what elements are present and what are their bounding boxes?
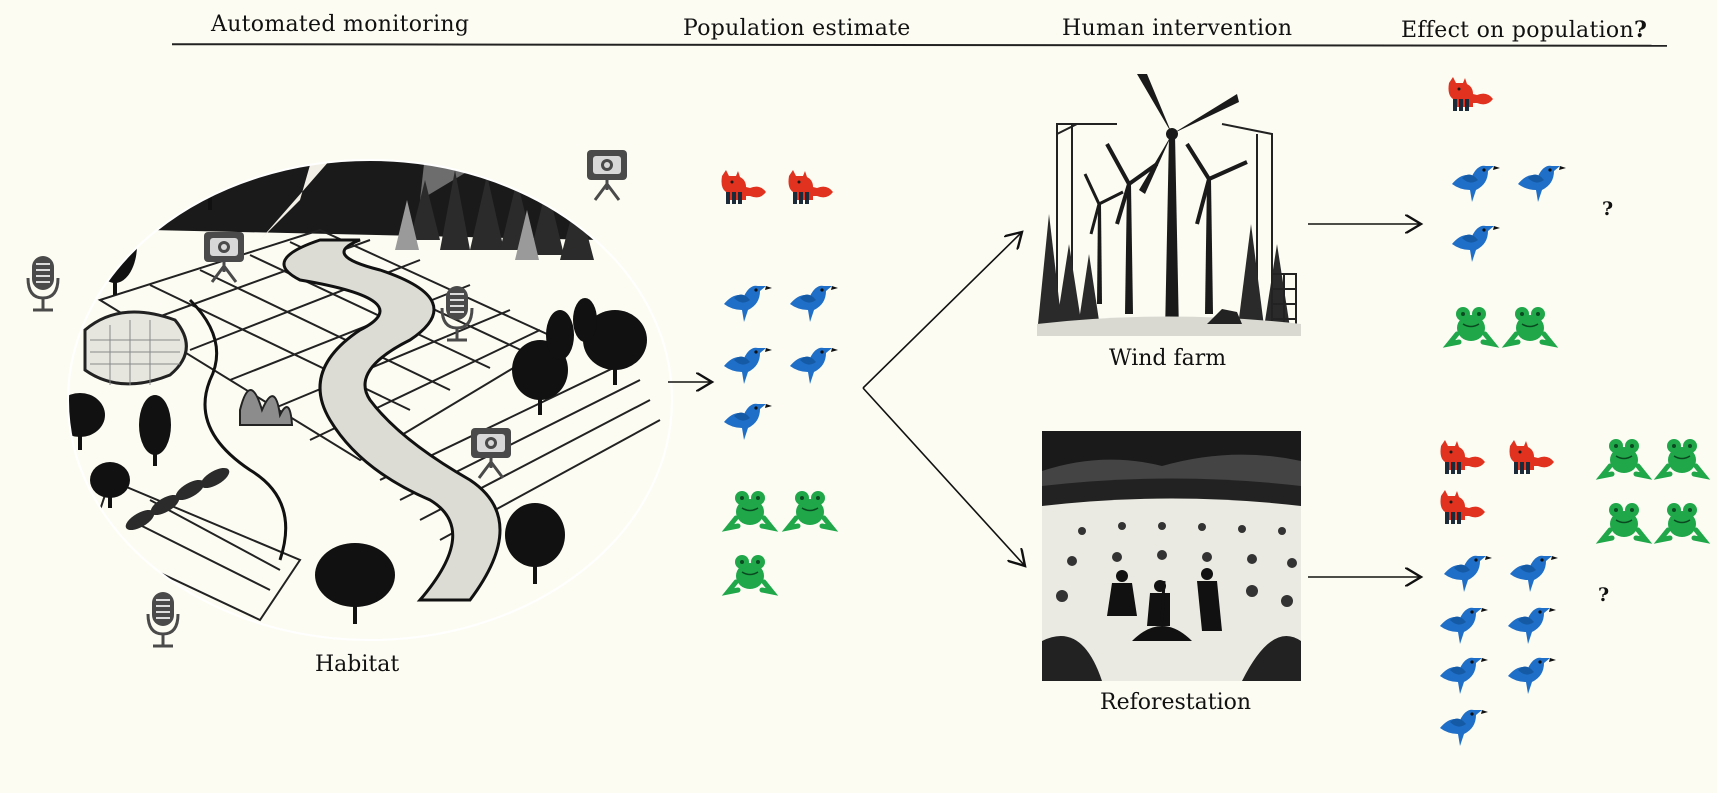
bird-icon: [1510, 555, 1558, 592]
fox-icon: [1509, 440, 1554, 474]
header-effect-text: Effect on population: [1401, 18, 1634, 43]
caption-habitat: Habitat: [315, 652, 400, 677]
header-effect-question-mark: ?: [1633, 17, 1648, 43]
frog-icon: [1660, 503, 1704, 540]
bird-icon: [1440, 657, 1488, 694]
header-effect-on-population: Effect on population?: [1401, 17, 1647, 43]
bird-icon: [1444, 555, 1492, 592]
fox-icon: [1440, 490, 1485, 524]
caption-wind-farm: Wind farm: [1109, 346, 1227, 371]
arrow-estimate-to-wind-farm: [862, 232, 1022, 389]
effect-unknown-reforestation: ?: [1598, 584, 1610, 606]
reforestation-illustration: [1042, 431, 1301, 681]
frog-icon: [1660, 439, 1704, 476]
header-automated-monitoring: Automated monitoring: [211, 12, 470, 37]
caption-reforestation: Reforestation: [1100, 690, 1252, 715]
fox-icon: [1440, 440, 1485, 474]
header-population-estimate: Population estimate: [683, 16, 911, 41]
wind-farm-illustration: [1037, 74, 1301, 336]
bird-icon: [1508, 607, 1556, 644]
arrow-estimate-to-reforestation: [862, 387, 1025, 566]
frog-icon: [1602, 503, 1646, 540]
bird-icon: [1508, 657, 1556, 694]
header-human-intervention: Human intervention: [1062, 16, 1293, 41]
frog-icon: [1602, 439, 1646, 476]
bird-icon: [1440, 709, 1488, 746]
effect-unknown-wind-farm: ?: [1602, 198, 1614, 220]
bird-icon: [1440, 607, 1488, 644]
